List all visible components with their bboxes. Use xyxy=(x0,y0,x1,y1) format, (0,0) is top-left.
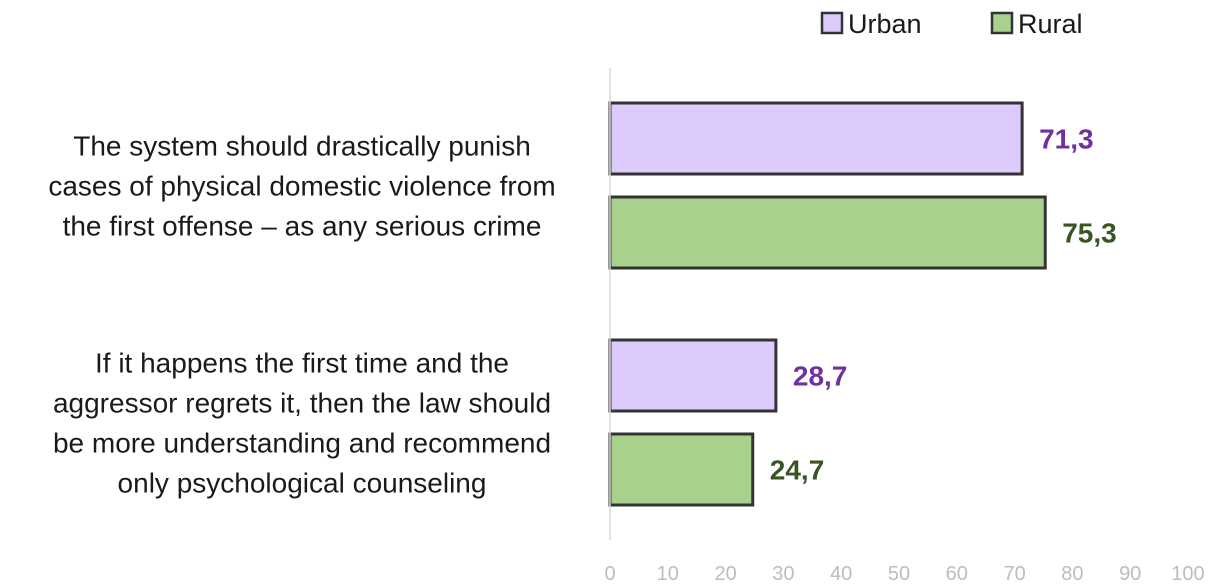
legend: Urban Rural xyxy=(820,9,1083,39)
category-label-line: cases of physical domestic violence from xyxy=(48,171,555,202)
bar-urban-1 xyxy=(608,101,1024,176)
x-tick-label: 90 xyxy=(1119,563,1141,584)
x-tick-label: 20 xyxy=(714,563,736,584)
legend-swatch-rural xyxy=(990,11,1014,35)
legend-swatch-urban xyxy=(820,11,844,35)
bars xyxy=(608,101,1047,507)
x-axis-tick-labels: 0 10 20 30 40 50 60 70 80 90 100 xyxy=(604,563,1204,584)
x-tick-label: 100 xyxy=(1171,563,1204,584)
x-tick-label: 50 xyxy=(888,563,910,584)
category-label-line: be more understanding and recommend xyxy=(53,428,551,459)
bar-rural-2 xyxy=(608,432,755,507)
category-label-line: If it happens the first time and the xyxy=(95,348,509,379)
legend-label-urban: Urban xyxy=(848,9,922,39)
x-tick-label: 10 xyxy=(657,563,679,584)
data-label-rural-1: 75,3 xyxy=(1062,218,1117,249)
category-labels: The system should drastically punish case… xyxy=(48,131,555,499)
x-tick-label: 40 xyxy=(830,563,852,584)
category-label-line: only psychological counseling xyxy=(118,468,487,499)
data-label-urban-1: 71,3 xyxy=(1039,124,1094,155)
x-tick-label: 60 xyxy=(946,563,968,584)
x-tick-label: 0 xyxy=(604,563,615,584)
data-label-urban-2: 28,7 xyxy=(793,361,848,392)
category-label-line: The system should drastically punish xyxy=(73,131,531,162)
data-label-rural-2: 24,7 xyxy=(770,455,825,486)
category-label-line: aggressor regrets it, then the law shoul… xyxy=(53,388,551,419)
x-tick-label: 70 xyxy=(1003,563,1025,584)
legend-label-rural: Rural xyxy=(1018,9,1083,39)
category-label-line: the first offense – as any serious crime xyxy=(63,211,542,242)
bar-rural-1 xyxy=(608,195,1047,270)
bar-urban-2 xyxy=(608,338,778,413)
x-tick-label: 80 xyxy=(1061,563,1083,584)
data-labels: 71,3 75,3 28,7 24,7 xyxy=(770,124,1117,486)
x-tick-label: 30 xyxy=(772,563,794,584)
